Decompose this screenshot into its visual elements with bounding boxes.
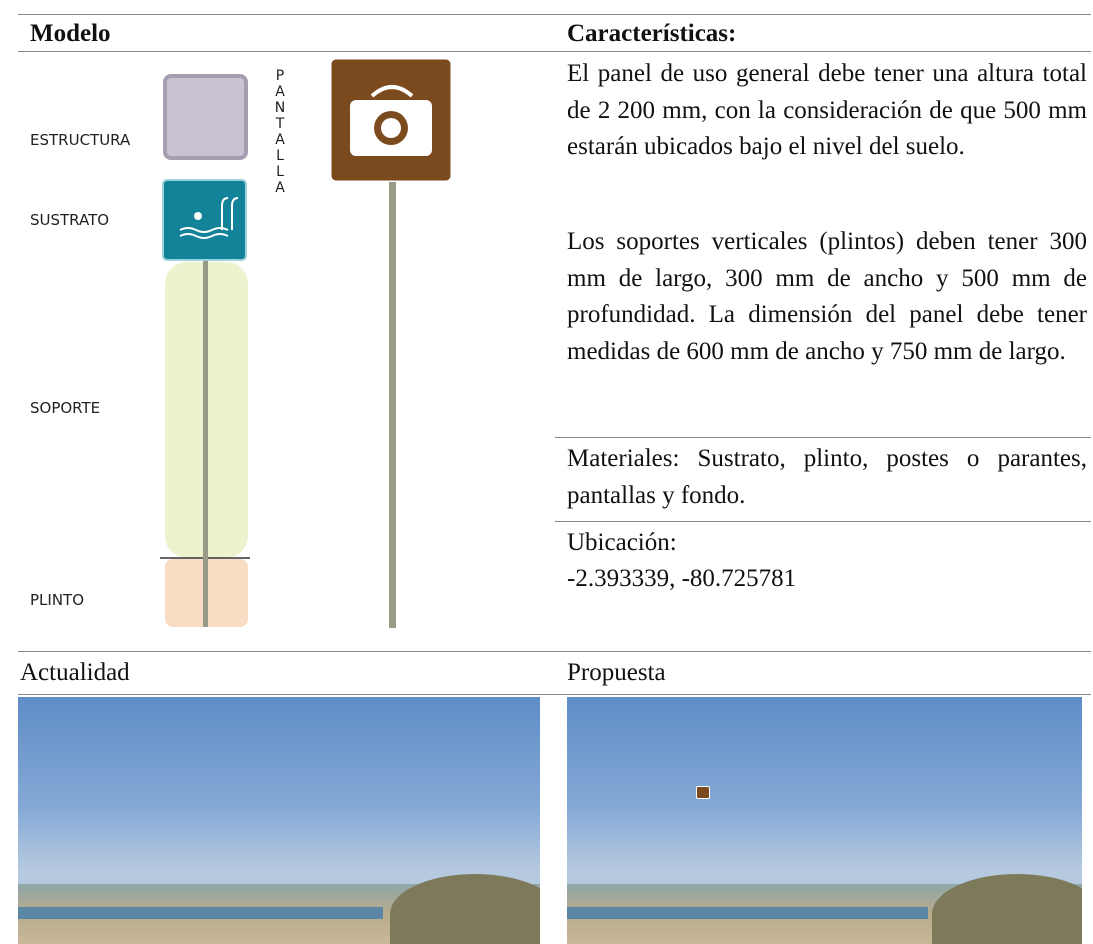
icon bbox=[179, 227, 229, 239]
icon bbox=[221, 197, 239, 230]
paragraph: El panel de uso general debe tener una a… bbox=[567, 60, 1087, 160]
photo-caption: Propuesta bbox=[567, 659, 666, 686]
rule bbox=[18, 14, 1091, 15]
structure bbox=[163, 74, 248, 160]
paragraph: Los soportes verticales (plintos) deben … bbox=[567, 228, 1087, 365]
diagram-label: ESTRUCTURA bbox=[30, 131, 131, 149]
location-label: Ubicación: bbox=[567, 529, 677, 556]
header-right: Características: bbox=[567, 20, 737, 47]
substrate-sign bbox=[162, 179, 247, 261]
photo-current bbox=[18, 697, 540, 944]
vertical-label: PANTALLA bbox=[272, 68, 288, 196]
pole bbox=[389, 182, 396, 628]
photo-proposal bbox=[567, 697, 1082, 944]
rule bbox=[555, 521, 1091, 522]
photo-caption: Actualidad bbox=[20, 659, 130, 686]
sign-diagram: ESTRUCTURA SUSTRATO SOPORTE PLINTO bbox=[30, 56, 454, 628]
rule bbox=[555, 437, 1091, 438]
pole bbox=[203, 257, 208, 627]
location: -2.393339, -80.725781 bbox=[567, 565, 797, 592]
rule bbox=[18, 651, 1091, 652]
icon bbox=[381, 118, 401, 138]
rule bbox=[18, 694, 1091, 695]
materials: Materiales: Sustrato, plinto, postes o p… bbox=[567, 445, 1087, 509]
icon bbox=[194, 212, 202, 220]
diagram-label: PLINTO bbox=[30, 591, 84, 609]
header-left: Modelo bbox=[30, 20, 111, 47]
icon bbox=[370, 85, 414, 98]
diagram-label: SUSTRATO bbox=[30, 211, 109, 229]
diagram-label: SOPORTE bbox=[30, 399, 100, 417]
rule bbox=[18, 51, 1091, 52]
